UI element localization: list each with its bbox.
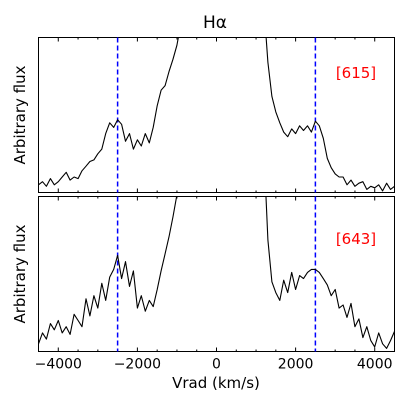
top-panel-ylabel: Arbitrary flux	[11, 65, 29, 164]
top-panel-frame	[38, 37, 395, 193]
x-tick-label: 2000	[278, 357, 314, 373]
flux-curve-blue-wing	[38, 196, 178, 344]
bottom-panel-curves	[38, 196, 395, 349]
flux-curve-blue-wing	[38, 37, 179, 187]
bottom-panel: Arbitrary flux [643] −4000 −2000 0 2000 4000	[11, 196, 395, 373]
x-tick-label: 0	[212, 357, 221, 373]
top-panel-curves	[38, 37, 395, 192]
bottom-panel-ylabel: Arbitrary flux	[11, 224, 29, 323]
flux-curve-red-wing	[265, 196, 395, 349]
chart-title: Hα	[203, 13, 227, 33]
flux-curve-red-wing	[265, 37, 395, 192]
x-tick-labels: −4000 −2000 0 2000 4000	[35, 357, 393, 373]
bottom-panel-vlines	[116, 196, 317, 352]
x-tick-label: 4000	[357, 357, 393, 373]
x-tick-label: −2000	[114, 357, 161, 373]
x-tick-label: −4000	[35, 357, 82, 373]
top-panel-vlines	[116, 37, 317, 193]
top-panel-ticks	[38, 37, 395, 193]
x-axis-label: Vrad (km/s)	[172, 374, 260, 392]
bottom-panel-ticks	[38, 196, 395, 352]
top-panel-annotation: [615]	[336, 64, 376, 82]
bottom-panel-annotation: [643]	[336, 230, 376, 248]
top-panel: Arbitrary flux [615]	[11, 37, 395, 193]
bottom-panel-frame	[38, 196, 395, 352]
